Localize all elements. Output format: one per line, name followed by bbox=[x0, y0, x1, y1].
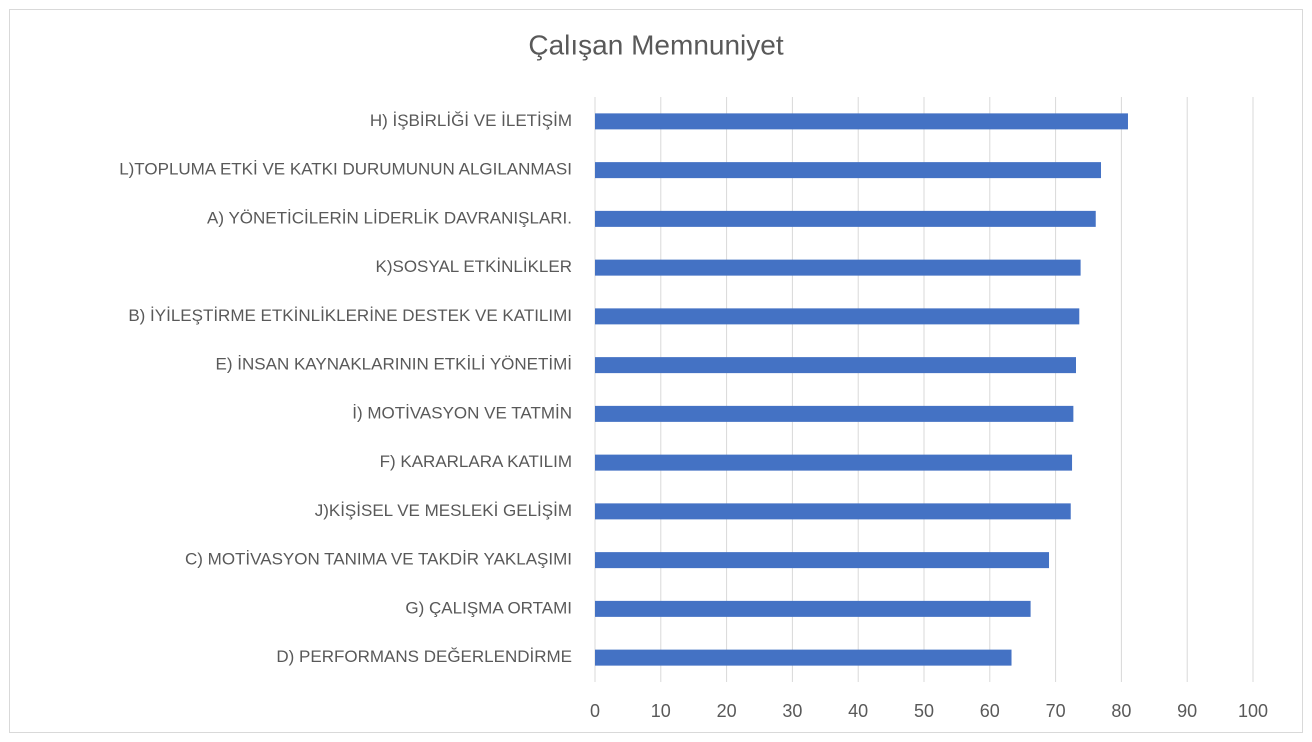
y-tick-label: İ) MOTİVASYON VE TATMİN bbox=[352, 403, 572, 422]
x-tick-label: 40 bbox=[848, 701, 868, 721]
y-tick-label: F) KARARLARA KATILIM bbox=[380, 452, 572, 471]
x-tick-label: 30 bbox=[782, 701, 802, 721]
x-tick-label: 70 bbox=[1046, 701, 1066, 721]
bar bbox=[595, 259, 1081, 276]
y-tick-label: J)KİŞİSEL VE MESLEKİ GELİŞİM bbox=[315, 501, 572, 520]
y-tick-label: E) İNSAN KAYNAKLARININ ETKİLİ YÖNETİMİ bbox=[216, 355, 572, 374]
y-tick-label: C) MOTİVASYON TANIMA VE TAKDİR YAKLAŞIMI bbox=[185, 550, 572, 569]
x-tick-label: 60 bbox=[980, 701, 1000, 721]
bar bbox=[595, 113, 1128, 130]
y-tick-label: G) ÇALIŞMA ORTAMI bbox=[405, 598, 572, 617]
bar bbox=[595, 357, 1076, 374]
x-tick-label: 90 bbox=[1177, 701, 1197, 721]
y-tick-label: K)SOSYAL ETKİNLİKLER bbox=[375, 257, 572, 276]
bar bbox=[595, 210, 1096, 227]
bar bbox=[595, 405, 1074, 422]
x-tick-label: 50 bbox=[914, 701, 934, 721]
y-tick-label: B) İYİLEŞTİRME ETKİNLİKLERİNE DESTEK VE … bbox=[128, 306, 572, 325]
bar bbox=[595, 600, 1031, 617]
x-tick-label: 80 bbox=[1111, 701, 1131, 721]
y-tick-label: H) İŞBİRLİĞİ VE İLETİŞİM bbox=[370, 111, 572, 130]
chart-title: Çalışan Memnuniyet bbox=[528, 29, 783, 60]
bar bbox=[595, 162, 1102, 179]
bar bbox=[595, 649, 1012, 666]
y-tick-label: A) YÖNETİCİLERİN LİDERLİK DAVRANIŞLARI. bbox=[207, 208, 572, 227]
x-tick-label: 100 bbox=[1238, 701, 1268, 721]
y-tick-label: L)TOPLUMA ETKİ VE KATKI DURUMUNUN ALGILA… bbox=[119, 160, 572, 179]
bar bbox=[595, 454, 1073, 471]
bar bbox=[595, 308, 1080, 325]
bar bbox=[595, 552, 1050, 569]
x-tick-label: 0 bbox=[590, 701, 600, 721]
bar bbox=[595, 503, 1071, 520]
x-tick-label: 20 bbox=[717, 701, 737, 721]
x-tick-label: 10 bbox=[651, 701, 671, 721]
y-tick-label: D) PERFORMANS DEĞERLENDİRME bbox=[276, 647, 572, 666]
